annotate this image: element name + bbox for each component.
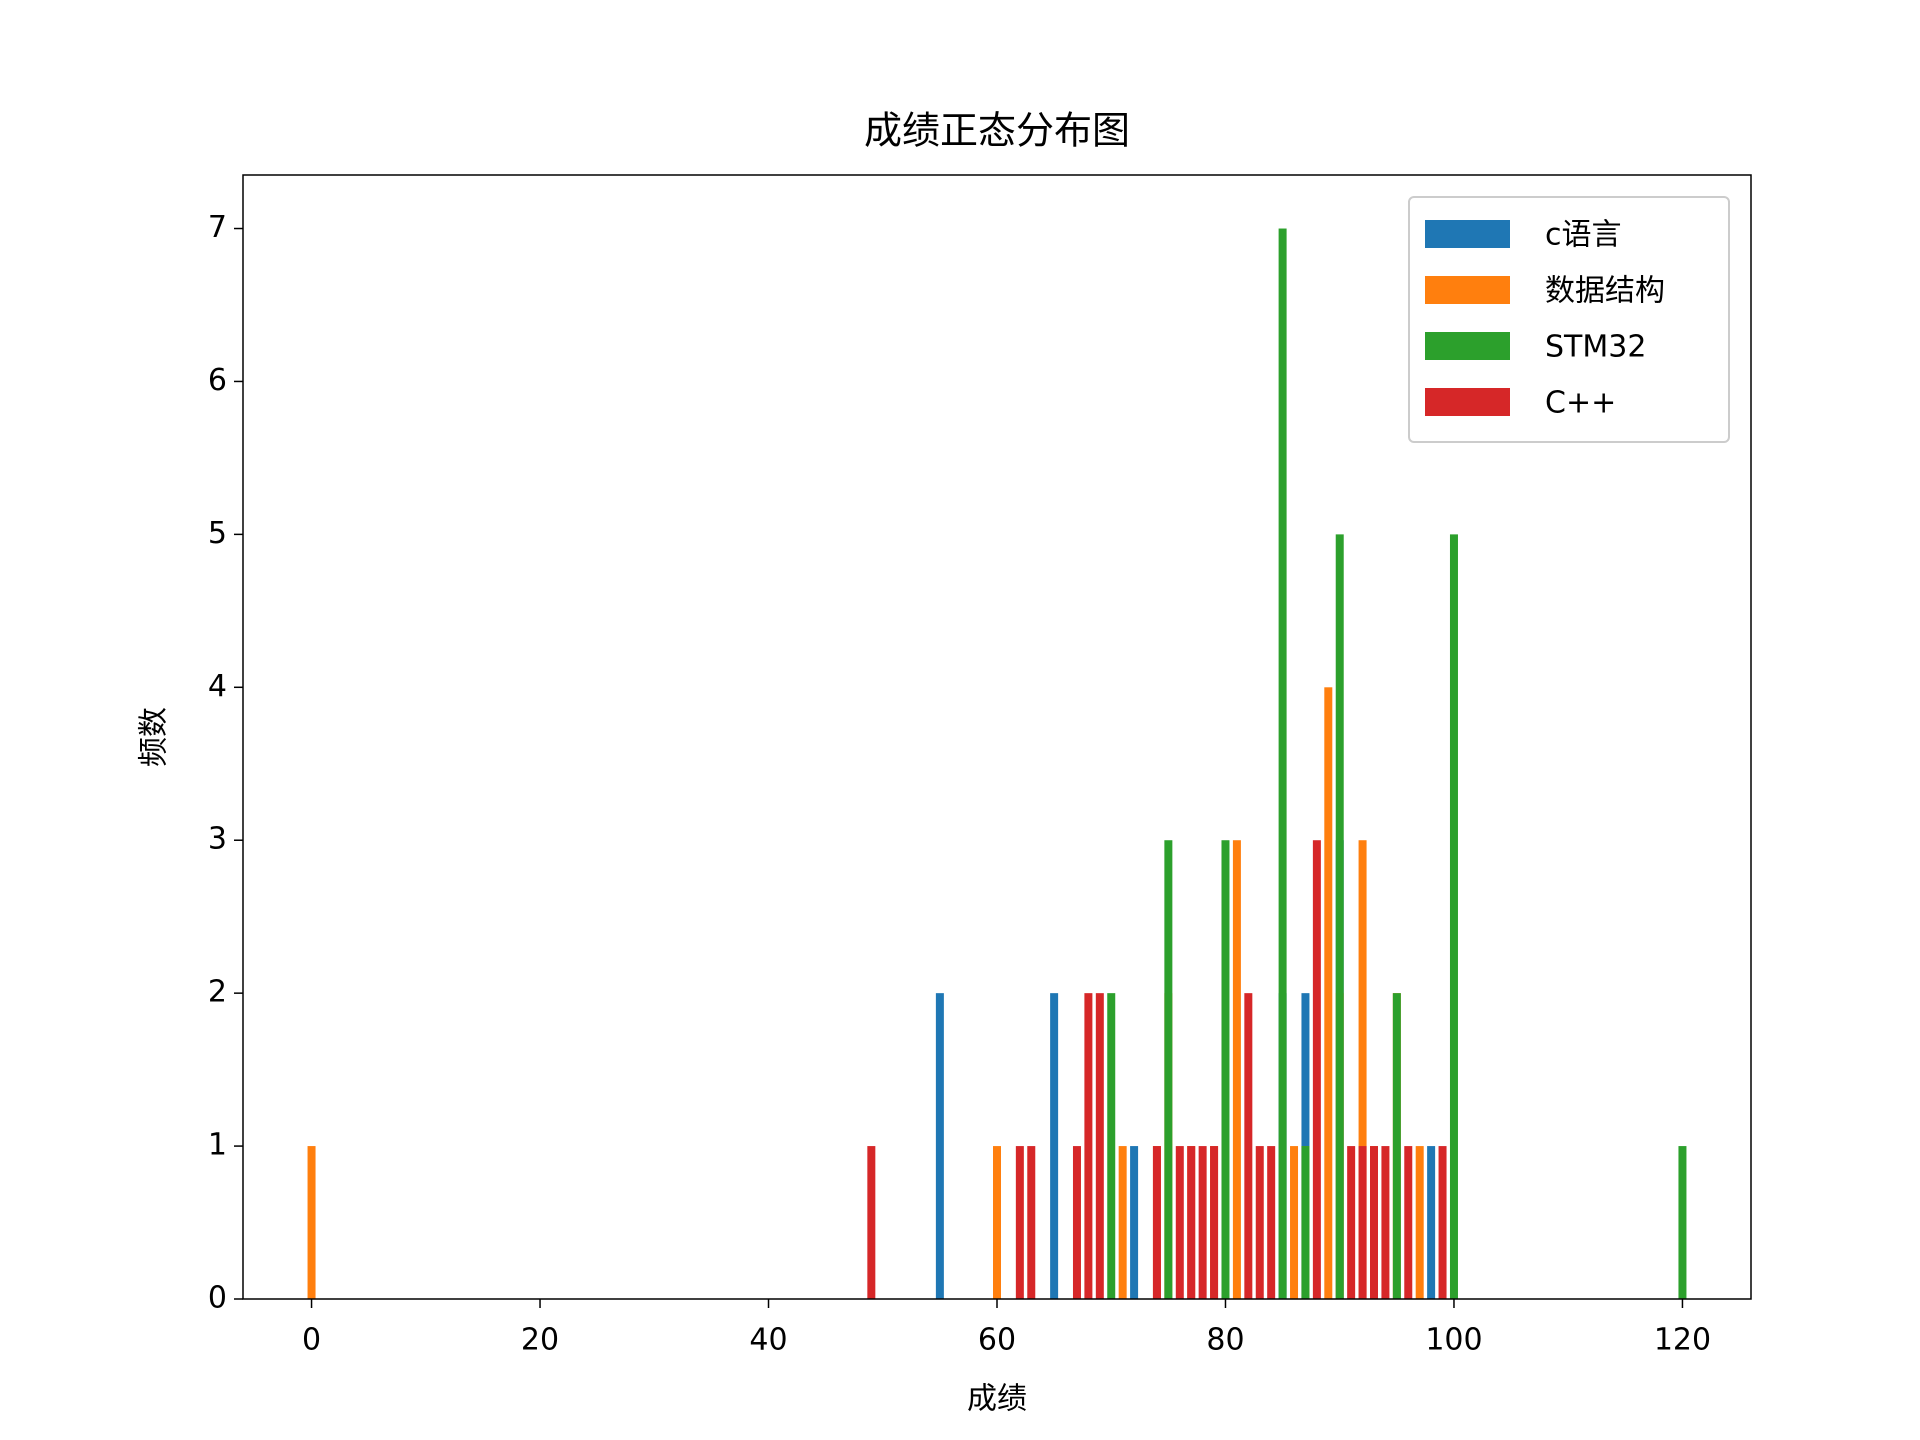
bar <box>1027 1146 1036 1299</box>
bar <box>1107 993 1116 1299</box>
bar <box>1210 1146 1219 1299</box>
bar <box>1324 687 1333 1299</box>
bar <box>1301 1146 1310 1299</box>
bar <box>1232 840 1241 1299</box>
y-tick-label: 6 <box>208 363 227 398</box>
y-tick-label: 3 <box>208 822 227 857</box>
bar <box>1449 534 1458 1299</box>
legend-swatch <box>1425 332 1510 360</box>
y-tick-label: 7 <box>208 210 227 245</box>
bar <box>1175 1146 1184 1299</box>
y-tick-label: 5 <box>208 516 227 551</box>
bar <box>1244 993 1253 1299</box>
y-tick-label: 4 <box>208 669 227 704</box>
bar <box>867 1146 876 1299</box>
y-tick-label: 1 <box>208 1128 227 1163</box>
y-tick-label: 2 <box>208 975 227 1010</box>
bar <box>1267 1146 1276 1299</box>
legend-label: C++ <box>1545 386 1616 421</box>
bar <box>1118 1146 1127 1299</box>
bar <box>1278 228 1287 1299</box>
legend-swatch <box>1425 388 1510 416</box>
bar <box>1221 840 1230 1299</box>
bar <box>1392 993 1401 1299</box>
legend-label: 数据结构 <box>1545 274 1665 309</box>
bar <box>1312 840 1321 1299</box>
x-tick-label: 120 <box>1654 1323 1711 1358</box>
legend-swatch <box>1425 220 1510 248</box>
x-tick-label: 60 <box>978 1323 1016 1358</box>
bar <box>1072 1146 1081 1299</box>
plot-frame <box>242 174 1752 1300</box>
chart-title: 成绩正态分布图 <box>864 109 1130 153</box>
bar <box>1164 840 1173 1299</box>
bar <box>1358 1146 1367 1299</box>
bar <box>1198 1146 1207 1299</box>
bar <box>1015 1146 1024 1299</box>
bar <box>1347 1146 1356 1299</box>
bar <box>1050 993 1059 1299</box>
x-tick-label: 40 <box>749 1323 787 1358</box>
bar <box>993 1146 1001 1299</box>
x-tick-label: 20 <box>521 1323 559 1358</box>
bar <box>1381 1146 1390 1299</box>
bar <box>1130 1146 1139 1299</box>
bar <box>1404 1146 1413 1299</box>
x-axis-label: 成绩 <box>967 1382 1027 1417</box>
bar <box>1152 1146 1161 1299</box>
bar <box>1187 1146 1196 1299</box>
x-tick-label: 100 <box>1425 1323 1482 1358</box>
bar <box>1084 993 1093 1299</box>
bar <box>1415 1146 1424 1299</box>
legend-label: c语言 <box>1545 218 1622 253</box>
bar <box>307 1146 316 1299</box>
legend-label: STM32 <box>1545 330 1646 365</box>
bar <box>1335 534 1344 1299</box>
legend-box <box>1408 196 1730 443</box>
bar <box>1095 993 1104 1299</box>
x-tick-label: 80 <box>1206 1323 1244 1358</box>
bar <box>1255 1146 1264 1299</box>
bar <box>1678 1146 1687 1299</box>
bar <box>1438 1146 1447 1299</box>
y-tick-label: 0 <box>208 1281 227 1316</box>
x-tick-label: 0 <box>302 1323 321 1358</box>
bar <box>1358 840 1367 1299</box>
y-axis-label: 频数 <box>137 707 172 767</box>
bar <box>1290 1146 1299 1299</box>
bar <box>935 993 944 1299</box>
bar <box>1427 1146 1436 1299</box>
bar <box>1370 1146 1378 1299</box>
legend-swatch <box>1425 276 1510 304</box>
